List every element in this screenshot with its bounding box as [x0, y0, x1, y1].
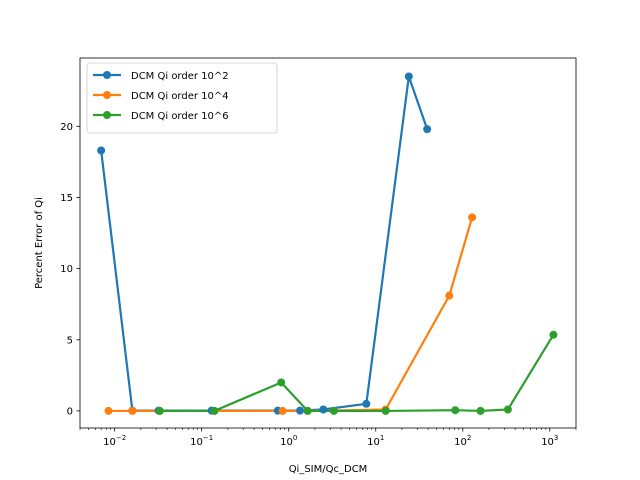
series-line-2 [108, 217, 472, 411]
series-1-point [97, 147, 105, 155]
series-3-point [210, 407, 218, 415]
y-tick-label: 5 [67, 335, 73, 346]
legend-marker-1 [103, 71, 111, 79]
series-3-point [504, 406, 512, 414]
legend-marker-2 [103, 91, 111, 99]
series-3-point [382, 407, 390, 415]
series-1-point [405, 73, 413, 81]
series-2-point [445, 292, 453, 300]
series-2-point [104, 407, 112, 415]
x-tick-label: 10−2 [103, 434, 126, 448]
x-tick-label: 100 [280, 434, 297, 448]
legend-marker-3 [103, 111, 111, 119]
legend: DCM Qi order 10^2 DCM Qi order 10^4 DCM Qi… [87, 63, 277, 133]
series-3-point [277, 378, 285, 386]
x-tick-label: 102 [454, 434, 471, 448]
series-line-3 [160, 335, 554, 411]
series-2-point [128, 407, 136, 415]
series-2-point [279, 407, 287, 415]
legend-label-3: DCM Qi order 10^6 [131, 111, 229, 122]
x-axis: 10−2 10−1 100 101 102 103 [80, 428, 576, 448]
y-axis-label: Percent Error of Qi [34, 197, 45, 289]
series-1-point [296, 407, 304, 415]
series-1-point [423, 125, 431, 133]
series-2-point [468, 213, 476, 221]
x-tick-label: 10−1 [190, 434, 213, 448]
series-1-point [362, 400, 370, 408]
y-tick-label: 15 [60, 193, 73, 204]
y-axis: 0 5 10 15 20 [60, 122, 80, 418]
y-tick-label: 10 [60, 264, 73, 275]
legend-label-1: DCM Qi order 10^2 [131, 71, 229, 82]
series-3-point [304, 407, 312, 415]
y-tick-label: 0 [67, 406, 73, 417]
series-3-point [477, 407, 485, 415]
series-3-point [451, 406, 459, 414]
series-1-point [319, 406, 327, 414]
legend-label-2: DCM Qi order 10^4 [131, 91, 229, 102]
series-3-point [330, 407, 338, 415]
x-tick-label: 103 [541, 434, 558, 448]
y-tick-label: 20 [60, 122, 73, 133]
series-3-point [156, 407, 164, 415]
series-3-point [549, 331, 557, 339]
x-axis-label: Qi_SIM/Qc_DCM [289, 464, 368, 475]
x-tick-label: 101 [367, 434, 384, 448]
